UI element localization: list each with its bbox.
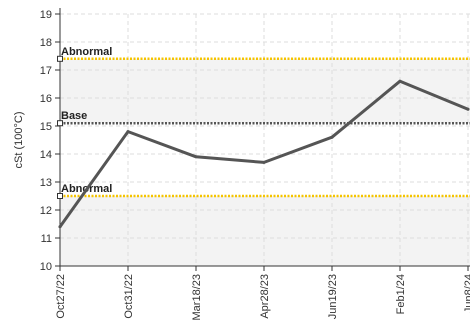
data-point bbox=[466, 107, 470, 111]
y-tick-label: 19 bbox=[40, 9, 52, 21]
shaded-band bbox=[60, 196, 470, 266]
y-tick-label: 18 bbox=[40, 37, 52, 49]
data-point bbox=[194, 155, 198, 159]
reference-marker bbox=[57, 120, 63, 127]
y-tick-label: 16 bbox=[40, 93, 52, 105]
x-tick-label: Oct27/22 bbox=[55, 274, 67, 319]
y-tick-label: 15 bbox=[40, 121, 52, 133]
y-tick-label: 17 bbox=[40, 65, 52, 77]
data-point bbox=[126, 130, 130, 134]
y-tick-label: 13 bbox=[40, 177, 52, 189]
reference-label: Abnormal bbox=[61, 46, 112, 58]
y-tick-label: 10 bbox=[40, 261, 52, 273]
y-tick-label: 14 bbox=[40, 149, 52, 161]
data-point bbox=[58, 225, 62, 229]
x-tick-label: Feb1/24 bbox=[395, 274, 407, 314]
x-tick-label: Jun19/23 bbox=[327, 274, 339, 319]
data-point bbox=[398, 79, 402, 83]
reference-marker bbox=[57, 193, 63, 199]
y-tick-label: 11 bbox=[41, 233, 52, 245]
reference-label: Base bbox=[61, 110, 87, 122]
y-axis-label: cSt (100°C) bbox=[13, 112, 25, 169]
x-tick-label: Jun8/24 bbox=[463, 274, 470, 313]
y-tick-label: 12 bbox=[40, 205, 52, 217]
data-point bbox=[262, 160, 266, 164]
reference-marker bbox=[57, 55, 63, 62]
shaded-band bbox=[60, 58, 470, 124]
data-point bbox=[330, 135, 334, 139]
x-tick-label: Mar18/23 bbox=[191, 274, 203, 320]
x-tick-label: Apr28/23 bbox=[259, 274, 271, 319]
x-tick-label: Oct31/22 bbox=[123, 274, 135, 319]
